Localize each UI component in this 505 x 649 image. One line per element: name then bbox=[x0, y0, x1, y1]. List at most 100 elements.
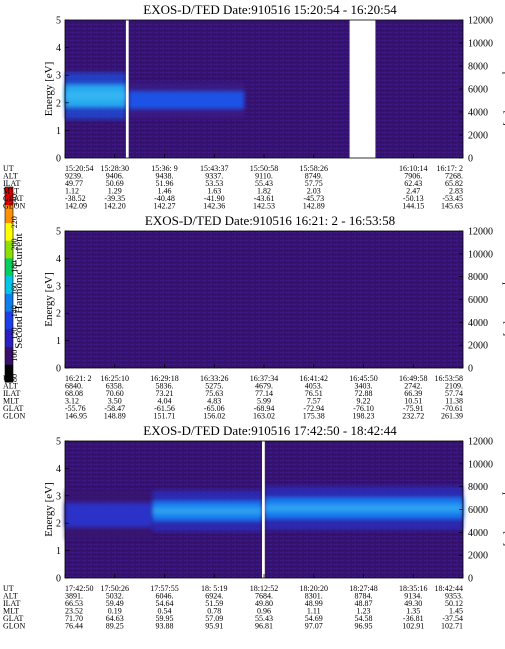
ephemeris-value: 66.53 bbox=[65, 599, 83, 608]
colorbar-segment bbox=[5, 204, 13, 223]
ephemeris-value: 9337. bbox=[205, 172, 223, 181]
y2-tick-label: 2000 bbox=[468, 131, 488, 142]
ephemeris-row-label: GLAT bbox=[3, 404, 24, 413]
panel-title: EXOS-D/TED Date:910516 17:42:50 - 18:42:… bbox=[143, 423, 397, 438]
panel-3: EXOS-D/TED Date:910516 17:42:50 - 18:42:… bbox=[3, 423, 505, 631]
ephemeris-value: 68.08 bbox=[65, 389, 83, 398]
ephemeris-value: 1.82 bbox=[257, 187, 271, 196]
ephemeris-value: 1.35 bbox=[406, 607, 420, 616]
ephemeris-value: 49.77 bbox=[65, 179, 83, 188]
data-gap bbox=[349, 20, 376, 158]
y-axis-label: Energy [eV] bbox=[43, 62, 55, 116]
panels: EXOS-D/TED Date:910516 15:20:54 - 16:20:… bbox=[3, 2, 505, 631]
ephemeris-value: 65.82 bbox=[445, 179, 463, 188]
ephemeris-value: 1.23 bbox=[357, 607, 371, 616]
ephemeris-value: 93.88 bbox=[156, 622, 174, 631]
ephemeris-value: 3.50 bbox=[108, 397, 122, 406]
colorbar-tick-label: 140 bbox=[10, 305, 19, 317]
ephemeris-value: -55.76 bbox=[65, 404, 86, 413]
ephemeris-value: 96.95 bbox=[355, 622, 373, 631]
ephemeris-value: -37.54 bbox=[442, 614, 463, 623]
ephemeris-value: 50.69 bbox=[106, 179, 124, 188]
colorbar-tick-label: 180 bbox=[10, 261, 19, 273]
ephemeris-row-label: GLON bbox=[3, 412, 25, 421]
ephemeris-value: 142.89 bbox=[303, 202, 325, 211]
colorbar-tick-label: 160 bbox=[10, 283, 19, 295]
ephemeris-value: -75.91 bbox=[403, 404, 424, 413]
colorbar-segment bbox=[5, 240, 13, 259]
ephemeris-row-label: ALT bbox=[3, 172, 18, 181]
ephemeris-row-label: UT bbox=[3, 374, 14, 383]
ephemeris-value: 3403. bbox=[355, 382, 373, 391]
ephemeris-row-label: ALT bbox=[3, 592, 18, 601]
ephemeris-value: -76.10 bbox=[353, 404, 374, 413]
ephemeris-value: 144.15 bbox=[402, 202, 424, 211]
intensity-band bbox=[65, 502, 153, 528]
ephemeris-value: 53.53 bbox=[205, 179, 223, 188]
y2-tick-label: 2000 bbox=[468, 341, 488, 352]
ephemeris-value: 16:53:58 bbox=[435, 374, 463, 383]
ephemeris-value: 1.12 bbox=[65, 187, 79, 196]
ephemeris-value: 16:21: 2 bbox=[65, 374, 91, 383]
panel-title: EXOS-D/TED Date:910516 15:20:54 - 16:20:… bbox=[143, 2, 397, 17]
ephemeris-value: 16:17: 2 bbox=[437, 164, 463, 173]
ephemeris-value: 66.39 bbox=[404, 389, 422, 398]
ephemeris-value: 232.72 bbox=[402, 412, 424, 421]
ephemeris-value: -72.94 bbox=[303, 404, 324, 413]
ephemeris-value: 148.89 bbox=[104, 412, 126, 421]
ephemeris-value: -45.73 bbox=[303, 194, 324, 203]
ephemeris-value: 55.43 bbox=[255, 614, 273, 623]
y2-axis-label: Temperature [K] bbox=[502, 473, 505, 546]
ephemeris-value: 9110. bbox=[255, 172, 273, 181]
ephemeris-value: 0.78 bbox=[207, 607, 221, 616]
y-tick-label: 1 bbox=[56, 126, 61, 137]
y2-tick-label: 12000 bbox=[468, 16, 493, 27]
colorbar: 80 100 120 140 160 180 200 220 240 bbox=[4, 186, 19, 383]
ephemeris-value: 76.44 bbox=[65, 622, 83, 631]
ephemeris-value: 145.63 bbox=[441, 202, 463, 211]
panel-title: EXOS-D/TED Date:910516 16:21: 2 - 16:53:… bbox=[145, 213, 395, 228]
ephemeris-value: -38.52 bbox=[65, 194, 86, 203]
y-tick-label: 0 bbox=[56, 154, 61, 165]
ephemeris-row-label: ALT bbox=[3, 382, 18, 391]
intensity-band-core bbox=[264, 503, 463, 513]
ephemeris-value: 70.60 bbox=[106, 389, 124, 398]
ephemeris-value: 95.91 bbox=[205, 622, 223, 631]
y2-tick-label: 8000 bbox=[468, 62, 488, 73]
ephemeris-value: 57.74 bbox=[445, 389, 463, 398]
ephemeris-value: 59.95 bbox=[156, 614, 174, 623]
ephemeris-value: 15:36: 9 bbox=[151, 164, 177, 173]
y-axis-label: Energy [eV] bbox=[43, 482, 55, 536]
ephemeris-value: -68.94 bbox=[254, 404, 275, 413]
colorbar-label: Second Harmonic Current bbox=[13, 233, 25, 348]
ephemeris-value: 2.83 bbox=[449, 187, 463, 196]
ephemeris-value: 17:50:26 bbox=[101, 584, 129, 593]
colorbar-tick-label: 100 bbox=[10, 350, 19, 362]
ephemeris-value: 0.96 bbox=[257, 607, 271, 616]
ephemeris-value: -36.81 bbox=[403, 614, 424, 623]
ephemeris-value: -40.48 bbox=[154, 194, 175, 203]
y2-tick-label: 10000 bbox=[468, 459, 493, 470]
ephemeris-value: 8301. bbox=[305, 592, 323, 601]
ephemeris-value: 76.51 bbox=[305, 389, 323, 398]
intensity-band-core bbox=[152, 506, 263, 515]
ephemeris-row-label: GLAT bbox=[3, 614, 24, 623]
ephemeris-value: 16:49:58 bbox=[399, 374, 427, 383]
ephemeris-value: 15:28:30 bbox=[101, 164, 129, 173]
ephemeris-value: 16:33:26 bbox=[200, 374, 228, 383]
ephemeris-value: -43.61 bbox=[254, 194, 275, 203]
ephemeris-value: 49.30 bbox=[404, 599, 422, 608]
ephemeris-value: 4.83 bbox=[207, 397, 221, 406]
ephemeris-value: 261.39 bbox=[441, 412, 463, 421]
ephemeris-row-label: ILAT bbox=[3, 179, 20, 188]
ephemeris-value: 15:20:54 bbox=[65, 164, 93, 173]
y2-tick-label: 0 bbox=[468, 364, 473, 375]
intensity-band-core bbox=[65, 91, 126, 101]
colorbar-segment bbox=[5, 222, 13, 241]
ephemeris-value: 49.80 bbox=[255, 599, 273, 608]
colorbar-segment bbox=[5, 187, 13, 206]
ephemeris-value: 23.52 bbox=[65, 607, 83, 616]
data-gap bbox=[262, 441, 265, 578]
ephemeris-value: 4053. bbox=[305, 382, 323, 391]
